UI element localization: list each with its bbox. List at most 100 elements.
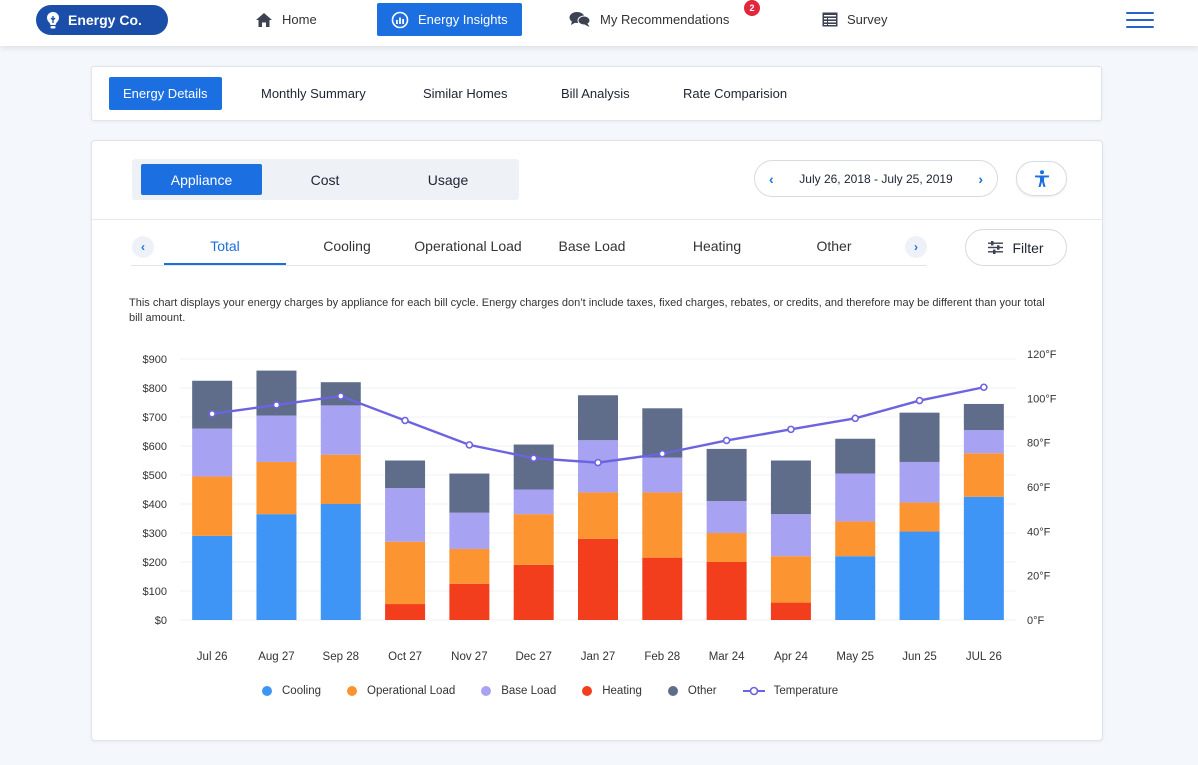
filter-label: Filter [1012, 239, 1044, 256]
accessibility-button[interactable] [1016, 161, 1067, 196]
bar-base-load [320, 405, 361, 455]
x-tick-label: Aug 27 [258, 651, 294, 663]
toggle-cost[interactable]: Cost [310, 171, 340, 188]
chart-legend: Cooling Operational Load Base Load Heati… [262, 685, 864, 697]
tab-bill-analysis[interactable]: Bill Analysis [561, 86, 630, 101]
bar-heating [642, 557, 683, 620]
bar-heating [449, 583, 490, 620]
appliance-tab-cooling[interactable]: Cooling [323, 238, 371, 254]
bar-other [835, 438, 876, 474]
bar-other [513, 444, 554, 490]
appliance-tab-base-load[interactable]: Base Load [558, 238, 626, 254]
active-tab-indicator [164, 263, 286, 265]
date-range-label: July 26, 2018 - July 25, 2019 [799, 171, 953, 186]
x-tick-label: Apr 24 [774, 651, 808, 663]
appliance-tabs-baseline [131, 265, 927, 266]
bar-other [899, 412, 940, 462]
filter-button[interactable]: Filter [965, 229, 1067, 266]
tab-energy-details[interactable]: Energy Details [109, 77, 222, 110]
energy-charges-chart: $900 $800 $700 $600 $500 $400 $300 $200 $100 $0 12… [143, 349, 1057, 663]
bar-operational-load [192, 476, 233, 536]
y-tick-label: $200 [143, 557, 167, 569]
tab-similar-homes[interactable]: Similar Homes [423, 86, 508, 101]
temperature-point [272, 401, 281, 409]
report-tabs-card: Energy Details Monthly Summary Similar H… [91, 66, 1102, 121]
temperature-point [336, 392, 345, 400]
nav-my-recommendations[interactable]: My Recommendations [569, 3, 729, 36]
section-divider [92, 219, 1102, 220]
x-tick-label: JUL 26 [966, 651, 1002, 663]
survey-icon [822, 12, 838, 27]
bar-heating [770, 602, 811, 620]
nav-survey[interactable]: Survey [822, 3, 887, 36]
y2-tick-label: 80°F [1027, 438, 1051, 450]
y2-tick-label: 100°F [1027, 393, 1057, 405]
bar-base-load [385, 488, 426, 542]
legend-item-heating[interactable]: Heating [582, 685, 642, 697]
bar-heating [385, 604, 426, 620]
energy-details-card: Appliance Cost Usage ‹ July 26, 2018 - J… [91, 140, 1103, 741]
nav-home-label: Home [282, 12, 317, 27]
bar-other [256, 370, 297, 416]
appliance-tabs-prev-icon[interactable]: ‹ [132, 236, 154, 258]
notification-badge: 2 [744, 0, 760, 16]
temperature-point [208, 410, 216, 418]
temperature-point [658, 449, 667, 458]
appliance-tab-heating[interactable]: Heating [692, 238, 742, 254]
bar-base-load [513, 489, 554, 515]
legend-label-cooling: Cooling [282, 685, 321, 697]
legend-swatch-heating [582, 686, 593, 696]
accessibility-icon [1034, 169, 1049, 187]
bar-operational-load [706, 533, 747, 562]
chevron-right-icon[interactable]: › [978, 170, 983, 187]
bar-cooling [192, 535, 233, 620]
chevron-left-icon[interactable]: ‹ [769, 170, 774, 187]
legend-swatch-operational-load [347, 686, 357, 696]
appliance-tabs-next-icon[interactable]: › [905, 236, 927, 258]
y-tick-label: $400 [143, 499, 167, 511]
appliance-tab-operational-load[interactable]: Operational Load [414, 238, 522, 254]
y-tick-label: $0 [155, 615, 167, 627]
legend-item-operational-load[interactable]: Operational Load [347, 685, 455, 697]
y-tick-label: $100 [143, 586, 167, 598]
hamburger-menu-icon[interactable] [1126, 12, 1154, 30]
legend-swatch-other [667, 686, 678, 696]
sliders-icon [988, 241, 1004, 254]
temperature-point [787, 425, 795, 434]
y-tick-label: $500 [143, 470, 167, 482]
brand-logo[interactable]: Energy Co. [36, 5, 168, 35]
bar-other [770, 460, 811, 515]
tab-monthly-summary[interactable]: Monthly Summary [261, 86, 366, 101]
y2-tick-label: 0°F [1027, 615, 1045, 627]
nav-home[interactable]: Home [255, 3, 317, 36]
view-toggle: Appliance Cost Usage [132, 159, 519, 200]
chat-bubbles-icon [569, 12, 591, 27]
bar-base-load [449, 512, 490, 549]
bar-heating [706, 562, 747, 620]
temperature-point [851, 414, 860, 423]
appliance-tab-other[interactable]: Other [816, 238, 852, 254]
legend-label-temperature: Temperature [773, 685, 839, 697]
tab-rate-comparision[interactable]: Rate Comparision [683, 86, 788, 101]
x-tick-label: Mar 24 [709, 651, 745, 663]
legend-item-temperature[interactable]: Temperature [742, 685, 839, 697]
bar-base-load [192, 428, 233, 477]
toggle-appliance[interactable]: Appliance [141, 164, 262, 195]
temperature-point [529, 454, 538, 462]
legend-item-other[interactable]: Other [667, 685, 717, 697]
nav-energy-insights[interactable]: Energy Insights [377, 3, 522, 36]
bar-cooling [963, 496, 1004, 620]
legend-swatch-temperature [742, 686, 765, 696]
appliance-tab-total[interactable]: Total [210, 238, 240, 254]
brand-name: Energy Co. [68, 12, 142, 28]
bar-heating [513, 564, 554, 620]
y-tick-label: $300 [143, 528, 167, 540]
legend-item-base-load[interactable]: Base Load [481, 685, 556, 697]
insights-gauge-icon [391, 11, 409, 28]
bar-operational-load [963, 453, 1004, 497]
x-tick-label: Sep 28 [323, 651, 359, 663]
bar-base-load [642, 457, 683, 493]
toggle-usage[interactable]: Usage [427, 171, 469, 188]
legend-label-other: Other [687, 685, 717, 697]
legend-item-cooling[interactable]: Cooling [262, 685, 321, 697]
